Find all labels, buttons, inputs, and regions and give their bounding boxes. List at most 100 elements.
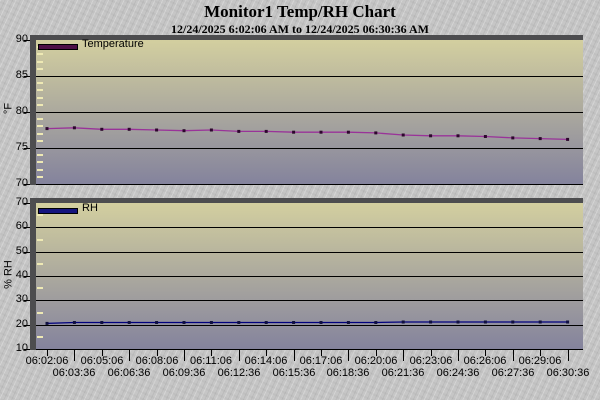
- y-minor-tick: [37, 89, 43, 91]
- x-tick-label: 06:17:06: [299, 355, 343, 367]
- x-tick-label: 06:20:06: [354, 355, 398, 367]
- gridline: [36, 276, 583, 277]
- y-minor-tick: [37, 154, 43, 156]
- y-minor-tick: [37, 287, 43, 289]
- axis-frame-top: [30, 35, 583, 40]
- y-tick-label: 20: [15, 318, 28, 330]
- data-point-marker: [72, 321, 76, 324]
- data-point-marker: [237, 321, 241, 324]
- x-tick-label: 06:26:06: [463, 355, 507, 367]
- data-point-marker: [209, 321, 213, 324]
- x-axis-tick: [239, 350, 240, 361]
- data-point-marker: [374, 321, 378, 324]
- y-major-tick: [24, 276, 30, 277]
- x-axis-tick: [184, 350, 185, 361]
- y-minor-tick: [37, 140, 43, 142]
- data-point-marker: [401, 320, 405, 324]
- x-tick-label: 06:08:06: [135, 355, 179, 367]
- data-point-marker: [155, 128, 159, 132]
- gridline: [36, 252, 583, 253]
- data-point-marker: [566, 137, 570, 141]
- data-point-marker: [127, 321, 131, 324]
- data-point-marker: [72, 126, 76, 130]
- data-point-marker: [182, 129, 186, 133]
- y-minor-tick: [37, 97, 43, 99]
- data-point-marker: [483, 320, 487, 324]
- y-minor-tick: [37, 336, 43, 338]
- x-tick-label: 06:06:36: [107, 367, 151, 379]
- x-tick-label: 06:23:06: [409, 355, 453, 367]
- y-major-tick: [24, 203, 30, 204]
- axis-frame-top: [30, 198, 583, 203]
- y-tick-label: 40: [15, 269, 28, 281]
- y-minor-tick: [37, 169, 43, 171]
- gridline: [36, 325, 583, 326]
- x-axis-tick: [74, 350, 75, 361]
- data-point-marker: [511, 136, 515, 140]
- data-point-marker: [45, 127, 49, 131]
- y-tick-label: 50: [15, 245, 28, 257]
- y-major-tick: [24, 184, 30, 185]
- date-range-subtitle: 12/24/2025 6:02:06 AM to 12/24/2025 06:3…: [171, 22, 429, 36]
- data-point-marker: [237, 129, 241, 133]
- data-point-marker: [566, 320, 570, 324]
- x-axis-tick: [266, 350, 267, 356]
- x-axis-tick: [540, 350, 541, 356]
- y-minor-tick: [37, 61, 43, 63]
- x-axis-tick: [458, 350, 459, 361]
- x-axis-tick: [102, 350, 103, 356]
- x-axis-tick: [129, 350, 130, 361]
- x-axis-tick: [47, 350, 48, 356]
- y-tick-label: 10: [15, 342, 28, 354]
- y-tick-label: 70: [15, 196, 28, 208]
- data-point-marker: [511, 320, 515, 324]
- y-minor-tick: [37, 104, 43, 106]
- y-tick-label: 85: [15, 69, 28, 81]
- x-axis-tick: [294, 350, 295, 361]
- y-minor-tick: [37, 68, 43, 70]
- temperature-series-line: [46, 127, 568, 141]
- data-point-marker: [264, 129, 268, 133]
- data-point-marker: [346, 130, 350, 134]
- y-minor-tick: [37, 214, 43, 216]
- x-axis-tick: [403, 350, 404, 361]
- x-tick-label: 06:18:36: [326, 367, 370, 379]
- x-tick-label: 06:09:36: [162, 367, 206, 379]
- data-point-marker: [182, 321, 186, 324]
- y-tick-label: 60: [15, 220, 28, 232]
- y-minor-tick: [37, 118, 43, 120]
- x-tick-label: 06:15:36: [272, 367, 316, 379]
- x-axis-tick: [513, 350, 514, 361]
- x-axis-tick: [348, 350, 349, 361]
- y-tick-label: 30: [15, 293, 28, 305]
- y-tick-label: 80: [15, 105, 28, 117]
- x-tick-label: 06:05:06: [80, 355, 124, 367]
- rh-series: [45, 320, 570, 325]
- data-point-marker: [155, 321, 159, 324]
- y-major-tick: [24, 148, 30, 149]
- y-axis-unit-label: °F: [2, 102, 15, 115]
- gridline: [36, 76, 583, 77]
- data-point-marker: [346, 321, 350, 324]
- data-point-marker: [100, 321, 104, 324]
- data-point-marker: [456, 134, 460, 138]
- x-tick-label: 06:02:06: [25, 355, 69, 367]
- x-tick-label: 06:29:06: [518, 355, 562, 367]
- y-major-tick: [24, 325, 30, 326]
- y-minor-tick: [37, 176, 43, 178]
- data-point-marker: [429, 134, 433, 138]
- y-major-tick: [24, 112, 30, 113]
- x-axis-tick: [376, 350, 377, 356]
- data-point-marker: [429, 320, 433, 324]
- legend-swatch: [38, 44, 78, 50]
- legend-swatch: [38, 208, 78, 214]
- y-minor-tick: [37, 82, 43, 84]
- x-tick-label: 06:14:06: [244, 355, 288, 367]
- x-axis-tick: [157, 350, 158, 356]
- data-point-marker: [292, 321, 296, 324]
- y-major-tick: [24, 40, 30, 41]
- data-point-marker: [127, 127, 131, 131]
- x-tick-label: 06:12:36: [217, 367, 261, 379]
- y-minor-tick: [37, 125, 43, 127]
- legend-label: RH: [82, 202, 98, 214]
